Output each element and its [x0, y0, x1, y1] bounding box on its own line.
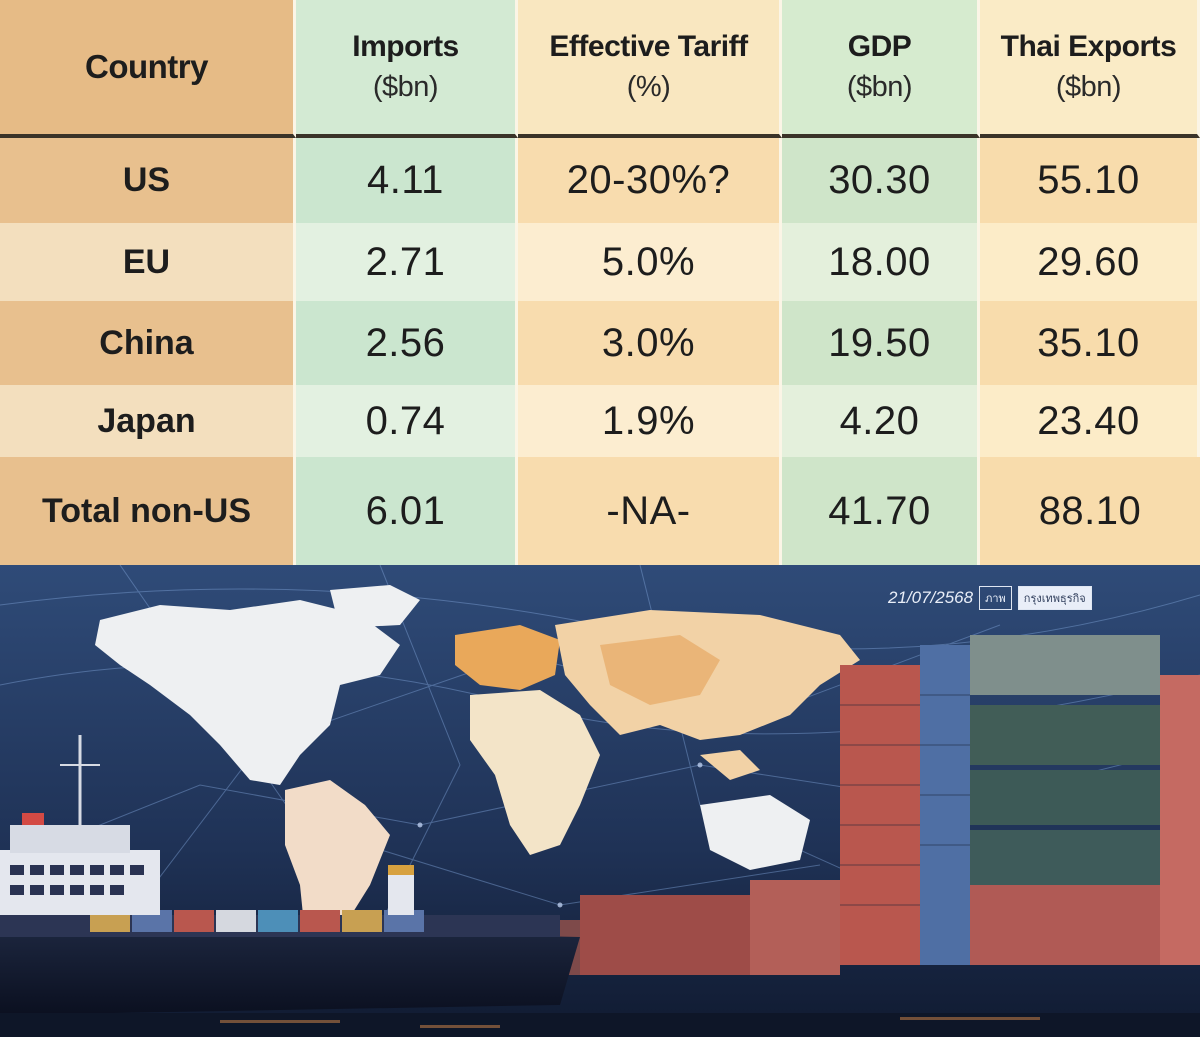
header-tariff: Effective Tariff (%)	[518, 0, 782, 138]
cell-tariff-total-non-us: -NA-	[518, 457, 782, 565]
trade-illustration: 21/07/2568 ภาพ กรุงเทพธุรกิจ	[0, 565, 1200, 1037]
cell-gdp-total-non-us: 41.70	[782, 457, 980, 565]
tariff-table: Country Imports ($bn) Effective Tariff (…	[0, 0, 1200, 565]
cell-imports-total-non-us: 6.01	[296, 457, 518, 565]
cell-thai-exports-total-non-us: 88.10	[980, 457, 1200, 565]
header-thai-exports-unit: ($bn)	[1055, 71, 1122, 103]
cell-country-total-non-us: Total non-US	[0, 457, 296, 565]
cell-imports-china: 2.56	[296, 301, 518, 385]
cell-imports-japan: 0.74	[296, 385, 518, 457]
cell-thai-exports-china: 35.10	[980, 301, 1200, 385]
header-imports-unit: ($bn)	[372, 71, 439, 103]
cell-gdp-us: 30.30	[782, 138, 980, 223]
source-tag: ภาพ	[979, 586, 1012, 610]
header-gdp-title: GDP	[847, 30, 912, 63]
cell-country-china: China	[0, 301, 296, 385]
cell-imports-eu: 2.71	[296, 223, 518, 301]
date-stamp: 21/07/2568 ภาพ กรุงเทพธุรกิจ	[888, 586, 1092, 610]
cell-tariff-china: 3.0%	[518, 301, 782, 385]
header-imports: Imports ($bn)	[296, 0, 518, 138]
cell-tariff-eu: 5.0%	[518, 223, 782, 301]
header-gdp-unit: ($bn)	[846, 71, 913, 103]
cell-country-japan: Japan	[0, 385, 296, 457]
header-thai-exports: Thai Exports ($bn)	[980, 0, 1200, 138]
cell-tariff-japan: 1.9%	[518, 385, 782, 457]
header-gdp: GDP ($bn)	[782, 0, 980, 138]
header-tariff-unit: (%)	[626, 71, 671, 103]
cell-country-us: US	[0, 138, 296, 223]
cell-tariff-us: 20-30%?	[518, 138, 782, 223]
header-imports-title: Imports	[352, 30, 459, 63]
publisher-tag: กรุงเทพธุรกิจ	[1017, 586, 1092, 610]
cell-gdp-japan: 4.20	[782, 385, 980, 457]
date-stamp-text: 21/07/2568	[888, 588, 974, 607]
header-country: Country	[0, 0, 296, 138]
world-map-port-scene	[0, 565, 1200, 1037]
cell-thai-exports-japan: 23.40	[980, 385, 1200, 457]
header-thai-exports-title: Thai Exports	[1000, 30, 1177, 63]
cell-gdp-eu: 18.00	[782, 223, 980, 301]
header-tariff-title: Effective Tariff	[549, 30, 748, 63]
cell-thai-exports-eu: 29.60	[980, 223, 1200, 301]
cell-gdp-china: 19.50	[782, 301, 980, 385]
cell-imports-us: 4.11	[296, 138, 518, 223]
cell-country-eu: EU	[0, 223, 296, 301]
header-country-title: Country	[85, 48, 209, 85]
cell-thai-exports-us: 55.10	[980, 138, 1200, 223]
